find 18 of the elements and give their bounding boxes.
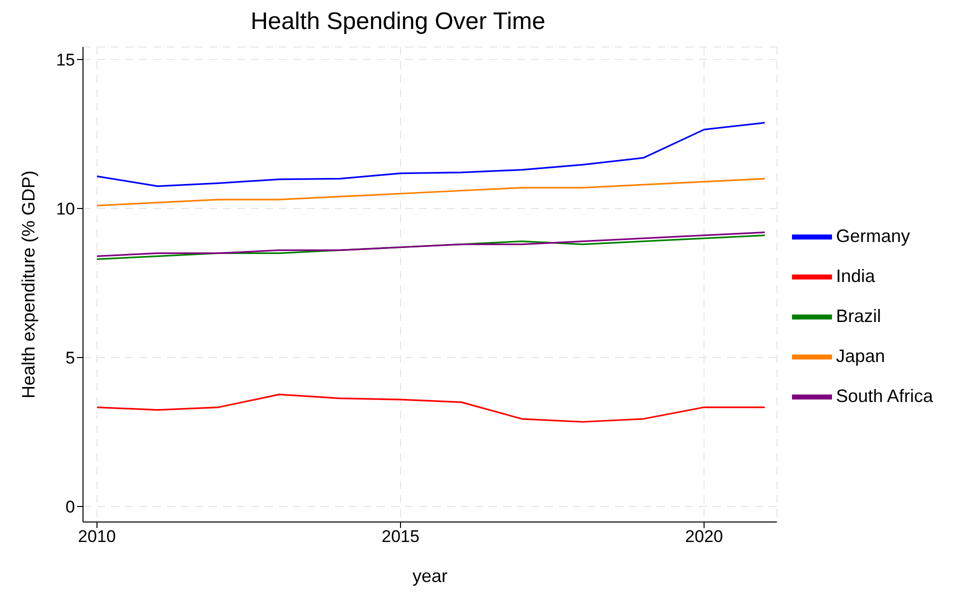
- line-series: [96, 178, 766, 206]
- y-tick-label: 0: [66, 498, 75, 517]
- y-tick-label: 5: [66, 348, 75, 368]
- legend-label: Japan: [836, 346, 885, 366]
- x-axis-title: year: [412, 566, 448, 586]
- x-tick-label: 2020: [685, 527, 723, 546]
- line-series: [96, 394, 766, 423]
- chart-title: Health Spending Over Time: [250, 8, 546, 37]
- legend-label: India: [836, 266, 875, 286]
- y-tick-label: 10: [56, 200, 75, 219]
- x-tick-label: 2015: [382, 527, 420, 546]
- line-series: [96, 122, 766, 187]
- y-tick-label: 15: [56, 50, 75, 70]
- legend-label: Germany: [836, 226, 910, 246]
- legend-label: South Africa: [836, 386, 933, 406]
- x-tick-label: 2010: [78, 527, 116, 546]
- y-axis-title: Health expenditure (% GDP): [18, 170, 38, 399]
- legend-label: Brazil: [836, 306, 881, 326]
